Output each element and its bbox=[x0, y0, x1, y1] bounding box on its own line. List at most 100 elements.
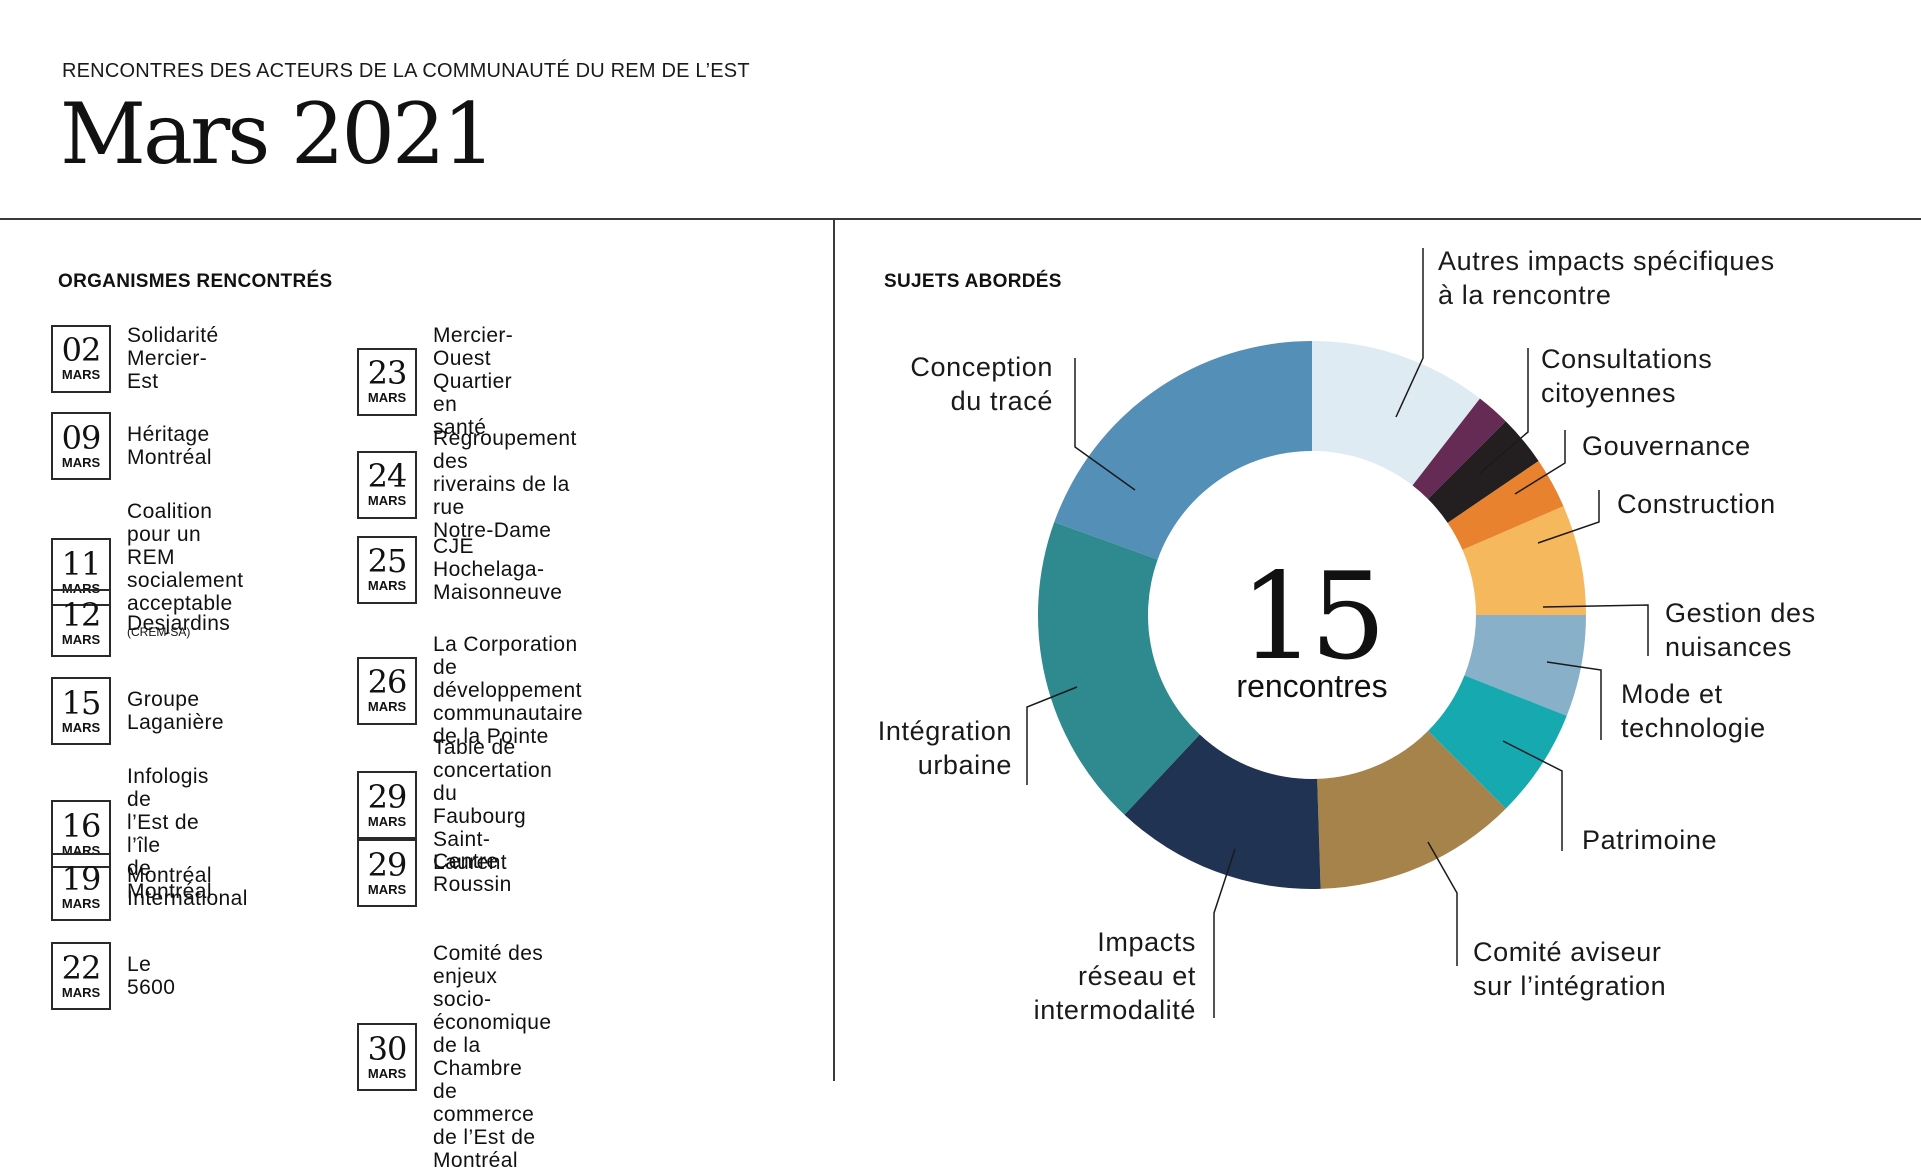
callout-line bbox=[1514, 430, 1566, 495]
organization-label: Groupe Laganière bbox=[127, 688, 225, 734]
date-day: 11 bbox=[61, 544, 102, 583]
meeting-item: 23 MARS Mercier-Ouest Quartier en santé bbox=[357, 324, 513, 439]
organization-name: Solidarité Mercier-Est bbox=[127, 324, 219, 393]
organization-label: Table de concertation du Faubourg Saint-… bbox=[433, 736, 553, 874]
center-label: rencontres bbox=[1236, 668, 1387, 704]
topics-donut-chart: Autres impacts spécifiques à la rencontre… bbox=[878, 246, 1815, 1025]
organization-name: Regroupement des riverains de la rue Not… bbox=[433, 427, 577, 542]
header-divider bbox=[0, 218, 1921, 220]
callout-line bbox=[1026, 686, 1078, 785]
donut-slice bbox=[1312, 341, 1480, 486]
date-box: 19 MARS bbox=[51, 853, 111, 921]
date-day: 24 bbox=[367, 457, 408, 495]
date-month: MARS bbox=[61, 454, 101, 470]
center-value: 15 bbox=[1240, 548, 1381, 687]
callout-line bbox=[1395, 248, 1424, 418]
date-box: 11 MARS bbox=[51, 538, 111, 606]
slice-label: Impacts réseau et intermodalité bbox=[1034, 927, 1196, 1025]
date-month: MARS bbox=[367, 1065, 407, 1081]
organization-name: Desjardins bbox=[127, 612, 230, 635]
organization-name: Mercier-Ouest Quartier en santé bbox=[433, 324, 513, 439]
donut-slice bbox=[1038, 522, 1200, 815]
organization-name: Le 5600 bbox=[127, 953, 175, 999]
organization-acronym: (CREM-SA) bbox=[127, 625, 191, 639]
donut-slice bbox=[1462, 506, 1586, 615]
topics-section-title: SUJETS ABORDÉS bbox=[884, 271, 1062, 292]
meeting-item: 29 MARS Centre Roussin bbox=[357, 839, 512, 907]
meeting-item: 02 MARS Solidarité Mercier-Est bbox=[51, 324, 219, 393]
date-day: 15 bbox=[61, 683, 102, 722]
date-day: 19 bbox=[61, 859, 102, 898]
donut-slice bbox=[1412, 398, 1506, 500]
organization-label: Regroupement des riverains de la rue Not… bbox=[433, 427, 577, 542]
date-box: 26 MARS bbox=[357, 656, 417, 725]
slice-label: Patrimoine bbox=[1582, 825, 1717, 855]
donut-slice bbox=[1447, 460, 1564, 550]
date-box: 15 MARS bbox=[51, 677, 111, 745]
donut-slice bbox=[1054, 341, 1312, 560]
date-day: 02 bbox=[61, 331, 102, 369]
callout-line bbox=[1546, 661, 1602, 740]
slice-label: Consultations citoyennes bbox=[1541, 344, 1712, 408]
callout-line bbox=[1502, 740, 1563, 851]
date-month: MARS bbox=[367, 699, 407, 714]
slice-label: Autres impacts spécifiques à la rencontre bbox=[1438, 246, 1775, 310]
header-subtitle: RENCONTRES DES ACTEURS DE LA COMMUNAUTÉ … bbox=[62, 60, 750, 82]
date-box: 09 MARS bbox=[51, 412, 111, 480]
organization-name: Table de concertation du Faubourg Saint-… bbox=[433, 736, 552, 874]
date-box: 12 MARS bbox=[51, 589, 111, 657]
date-month: MARS bbox=[367, 813, 407, 829]
date-box: 23 MARS bbox=[357, 347, 417, 416]
date-box: 22 MARS bbox=[51, 942, 111, 1010]
slice-label: Conception du tracé bbox=[910, 352, 1053, 416]
callout-line bbox=[1542, 604, 1649, 656]
date-box: 02 MARS bbox=[51, 324, 111, 393]
date-day: 29 bbox=[367, 845, 408, 884]
date-day: 26 bbox=[367, 663, 408, 701]
donut-slice bbox=[1427, 675, 1567, 809]
donut-slice bbox=[1317, 730, 1506, 889]
date-day: 23 bbox=[367, 354, 408, 392]
meeting-item: 22 MARS Le 5600 bbox=[51, 942, 175, 1010]
date-box: 29 MARS bbox=[357, 771, 417, 839]
meeting-item: 15 MARS Groupe Laganière bbox=[51, 677, 224, 745]
date-month: MARS bbox=[367, 578, 407, 593]
organization-label: Centre Roussin bbox=[433, 850, 512, 896]
organization-name: La Corporation de développement communau… bbox=[433, 633, 583, 748]
date-month: MARS bbox=[61, 631, 101, 647]
organization-name: Héritage Montréal bbox=[127, 423, 212, 469]
page-title: Mars 2021 bbox=[60, 85, 496, 183]
date-month: MARS bbox=[367, 390, 407, 405]
slice-label: Intégration urbaine bbox=[878, 716, 1012, 780]
column-divider bbox=[833, 218, 835, 1081]
organization-label: Héritage Montréal bbox=[127, 423, 212, 469]
meeting-item: 19 MARS Montréal International bbox=[51, 853, 248, 921]
callout-line bbox=[1074, 358, 1136, 491]
organization-label: La Corporation de développement communau… bbox=[433, 633, 583, 748]
organization-label: Solidarité Mercier-Est bbox=[127, 324, 219, 393]
slice-label: Construction bbox=[1617, 489, 1776, 519]
date-day: 22 bbox=[61, 948, 102, 987]
date-month: MARS bbox=[61, 895, 101, 911]
date-month: MARS bbox=[367, 493, 407, 508]
meeting-item: 11 MARS Coalition pour un REM socialement … bbox=[51, 500, 243, 644]
organization-label: CJE Hochelaga- Maisonneuve bbox=[433, 535, 563, 604]
date-box: 25 MARS bbox=[357, 535, 417, 604]
callout-line bbox=[1213, 848, 1236, 1018]
organisms-section-title: ORGANISMES RENCONTRÉS bbox=[58, 271, 333, 292]
organization-label: Montréal International bbox=[127, 864, 248, 910]
organization-name: Centre Roussin bbox=[433, 850, 512, 896]
callout-line bbox=[1537, 490, 1600, 544]
meeting-item: 12 MARS Desjardins bbox=[51, 589, 230, 657]
date-day: 30 bbox=[367, 1029, 408, 1068]
organization-label: Mercier-Ouest Quartier en santé bbox=[433, 324, 514, 439]
date-day: 16 bbox=[61, 806, 102, 845]
date-box: 29 MARS bbox=[357, 839, 417, 907]
meeting-item: 25 MARS CJE Hochelaga- Maisonneuve bbox=[357, 535, 562, 604]
date-day: 12 bbox=[61, 595, 102, 634]
meeting-item: 26 MARS La Corporation de développement co… bbox=[357, 633, 583, 748]
date-month: MARS bbox=[61, 719, 101, 735]
date-month: MARS bbox=[61, 367, 101, 382]
callout-line bbox=[1479, 348, 1529, 474]
donut-slice bbox=[1124, 734, 1321, 889]
